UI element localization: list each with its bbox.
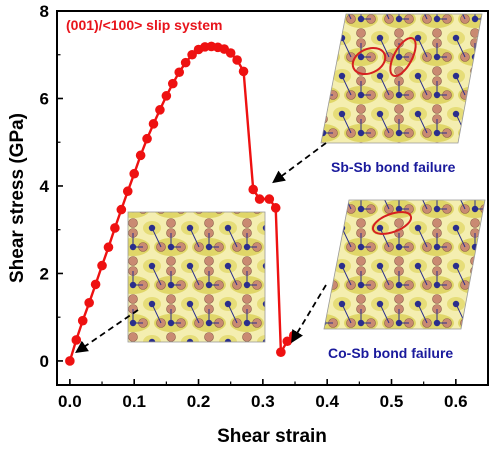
data-point — [110, 223, 120, 233]
chart-title: (001)/<100> slip system — [66, 17, 222, 33]
data-point — [167, 78, 178, 89]
data-point — [238, 66, 249, 77]
data-point — [65, 356, 75, 366]
data-point — [232, 55, 242, 65]
data-point — [84, 297, 94, 308]
annotation-sb-sb: Sb-Sb bond failure — [331, 159, 456, 175]
data-point — [122, 186, 133, 197]
data-point — [248, 184, 259, 195]
x-tick-label: 0.4 — [315, 392, 339, 411]
data-point — [254, 194, 265, 204]
data-point — [71, 335, 82, 345]
series-layer — [65, 41, 299, 366]
x-axis-title: Shear strain — [217, 426, 327, 447]
x-tick-label: 0.0 — [58, 392, 82, 411]
data-point — [270, 203, 281, 213]
y-axis-ticks: 0 2 4 6 8 — [40, 2, 63, 371]
inset-co-sb-failure — [323, 199, 486, 330]
data-point — [180, 57, 191, 68]
y-tick-label: 0 — [40, 352, 49, 371]
data-point — [135, 150, 146, 161]
failure-highlight-ring — [351, 46, 387, 76]
x-tick-label: 0.3 — [251, 392, 275, 411]
x-tick-label: 0.6 — [444, 392, 468, 411]
data-point — [225, 48, 236, 58]
inset-sb-sb-failure — [320, 13, 483, 144]
pointer-arrow — [272, 142, 327, 184]
y-tick-label: 4 — [40, 177, 50, 196]
y-axis-title: Shear stress (GPa) — [7, 113, 28, 283]
failure-highlight-ring — [371, 211, 413, 235]
data-point — [187, 49, 197, 60]
data-point — [129, 168, 139, 179]
data-point — [174, 67, 185, 78]
plot-frame — [56, 10, 489, 386]
inset-perfect-lattice — [127, 211, 266, 343]
x-tick-label: 0.2 — [187, 392, 211, 411]
y-tick-label: 8 — [40, 2, 49, 21]
data-point — [97, 260, 107, 271]
data-point — [155, 105, 165, 115]
data-point — [276, 347, 286, 357]
pointer-arrow — [75, 309, 139, 354]
y-tick-label: 6 — [40, 89, 49, 108]
failure-highlight-ring — [389, 36, 417, 78]
data-point — [116, 204, 127, 215]
x-tick-label: 0.5 — [380, 392, 404, 411]
data-point — [161, 91, 172, 101]
y-tick-label: 2 — [40, 264, 49, 283]
data-point — [90, 279, 101, 290]
data-point — [282, 336, 293, 347]
data-point — [264, 194, 275, 204]
data-point — [148, 119, 159, 129]
data-point — [103, 242, 114, 253]
x-axis-ticks: 0.0 0.1 0.2 0.3 0.4 0.5 0.6 — [58, 379, 468, 411]
pointer-arrow — [291, 284, 327, 344]
x-tick-label: 0.1 — [122, 392, 146, 411]
data-point — [142, 133, 152, 144]
annotation-co-sb: Co-Sb bond failure — [328, 345, 453, 361]
data-point — [77, 315, 88, 326]
